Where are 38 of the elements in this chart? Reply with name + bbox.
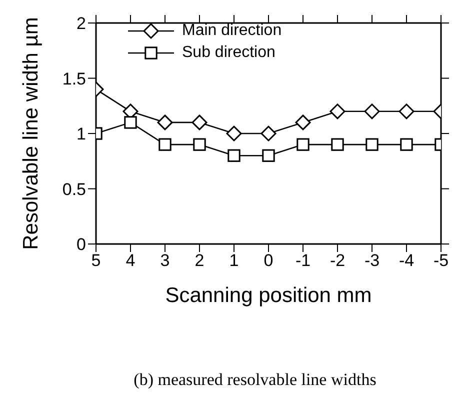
y-tick-label: 0.5 (62, 180, 86, 199)
legend-label: Main direction (182, 22, 282, 40)
y-tick-label: 2 (76, 14, 86, 34)
point (124, 116, 137, 129)
x-axis-title: Scanning position mm (165, 284, 372, 307)
point (296, 138, 310, 151)
point (262, 149, 275, 162)
point (364, 104, 380, 120)
x-tick-label: -1 (295, 251, 311, 270)
point (330, 104, 346, 120)
x-tick-label: -3 (364, 251, 380, 270)
point (400, 138, 413, 151)
point (158, 138, 172, 151)
point (260, 126, 276, 142)
x-tick-label: -4 (398, 251, 414, 270)
x-tick-label: 3 (160, 251, 170, 270)
y-tick-label: 1.5 (62, 69, 86, 88)
legend-label: Sub direction (182, 44, 276, 62)
x-tick-label: 2 (194, 251, 204, 270)
x-tick-label: 5 (91, 251, 101, 270)
x-tick-label: -5 (433, 251, 449, 270)
point (398, 104, 414, 120)
x-tick-label: 4 (126, 251, 136, 270)
point (157, 114, 173, 130)
point (193, 138, 206, 151)
x-tick-label: -2 (330, 251, 346, 270)
point (192, 114, 208, 130)
x-tick-label: 1 (229, 251, 239, 270)
point (366, 138, 378, 151)
point (331, 138, 344, 151)
x-tick-label: 0 (264, 251, 274, 270)
point (226, 126, 242, 142)
point (295, 114, 311, 130)
y-axis-title: Resolvable line width µm (19, 17, 42, 250)
y-tick-label: 0 (76, 235, 86, 254)
text: (b) measured resolvable line widths (132, 370, 378, 390)
point (228, 149, 240, 162)
y-tick-label: 1 (76, 124, 86, 144)
